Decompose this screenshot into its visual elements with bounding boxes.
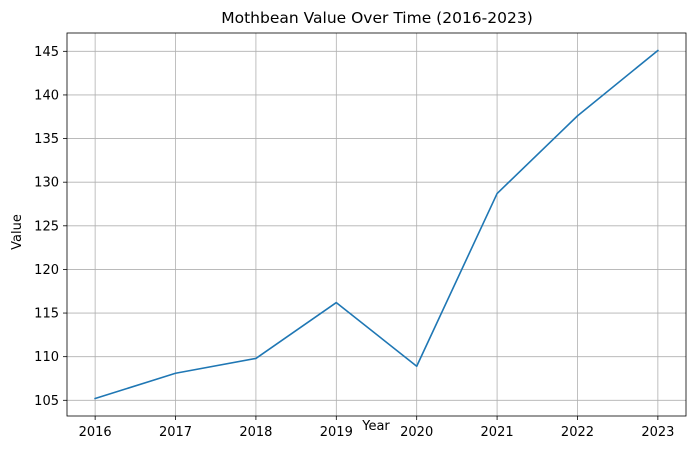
x-axis-label: Year <box>361 419 390 434</box>
series-line <box>94 49 659 400</box>
x-tick-label: 2021 <box>481 425 514 440</box>
y-tick-label: 115 <box>34 307 59 322</box>
x-tick-label: 2017 <box>159 425 192 440</box>
y-tick-label: 140 <box>34 88 59 103</box>
chart-title: Mothbean Value Over Time (2016-2023) <box>221 9 533 27</box>
y-gridlines <box>67 50 686 401</box>
y-axis-label: Value <box>10 214 25 250</box>
y-tick-label: 120 <box>34 263 59 278</box>
y-tick-label: 145 <box>34 45 59 60</box>
y-tick-label: 125 <box>34 219 59 234</box>
x-tick-label: 2016 <box>79 425 112 440</box>
x-tick-label: 2019 <box>320 425 353 440</box>
x-axis-ticks: 2016 2017 2018 2019 2020 2021 2022 2023 <box>79 416 674 440</box>
plot-area-frame <box>66 32 687 417</box>
y-tick-label: 135 <box>34 132 59 147</box>
x-tick-label: 2020 <box>400 425 433 440</box>
x-tick-label: 2022 <box>561 425 594 440</box>
series-layer <box>94 49 659 400</box>
x-tick-label: 2018 <box>239 425 272 440</box>
y-axis-ticks: 105 110 115 120 125 130 135 140 145 <box>34 45 67 409</box>
x-gridlines <box>94 33 659 416</box>
y-tick-label: 110 <box>34 350 59 365</box>
y-tick-label: 105 <box>34 394 59 409</box>
x-tick-label: 2023 <box>641 425 674 440</box>
y-tick-label: 130 <box>34 176 59 191</box>
